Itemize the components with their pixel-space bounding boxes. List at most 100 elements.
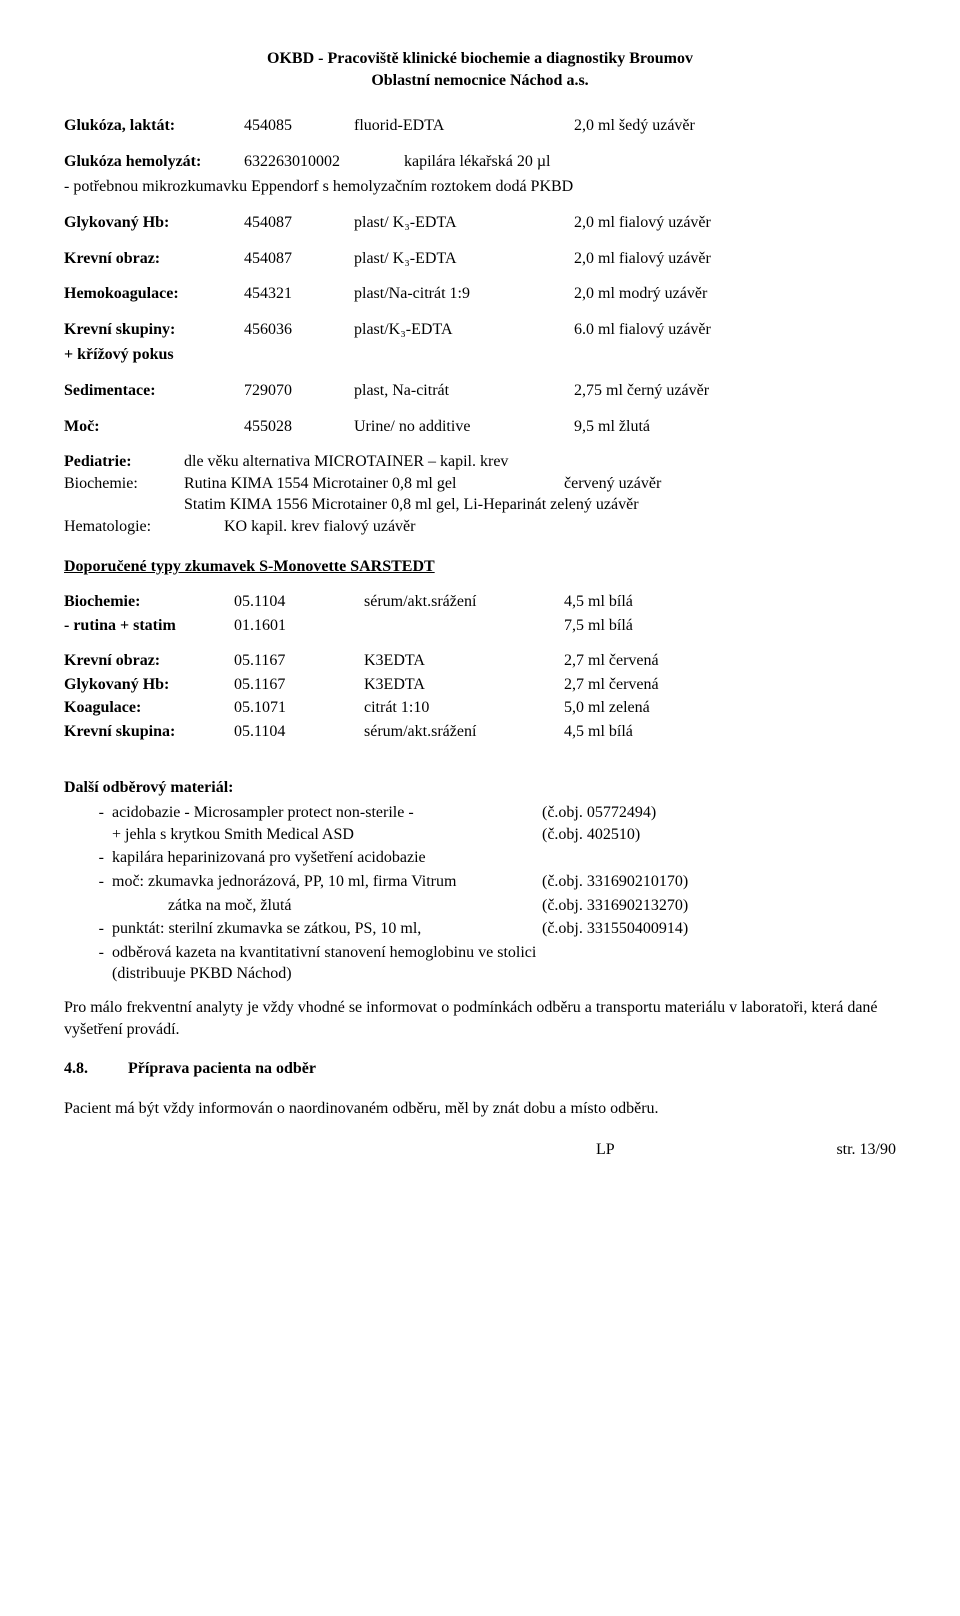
volume: 9,5 ml žlutá (574, 416, 896, 438)
code: 455028 (244, 416, 354, 438)
item-text: punktát: sterilní zkumavka se zátkou, PS… (112, 918, 542, 940)
material: sérum/akt.srážení (364, 721, 564, 743)
item-code: (č.obj. 331550400914) (542, 918, 688, 940)
statim-text: Statim KIMA 1556 Microtainer 0,8 ml gel,… (184, 494, 896, 516)
list-item: odběrová kazeta na kvantitativní stanove… (112, 942, 896, 985)
code: 05.1167 (234, 650, 364, 672)
list-item: moč: zkumavka jednorázová, PP, 10 ml, fi… (112, 871, 896, 893)
section-title: Příprava pacienta na odběr (128, 1060, 316, 1077)
material (364, 615, 564, 637)
row-glukoza-laktat: Glukóza, laktát: 454085 fluorid-EDTA 2,0… (64, 115, 896, 137)
header-line2: Oblastní nemocnice Náchod a.s. (64, 70, 896, 92)
label: Sedimentace: (64, 380, 244, 402)
item-code: (č.obj. 331690210170) (542, 871, 688, 893)
row-hemokoagulace: Hemokoagulace: 454321 plast/Na-citrát 1:… (64, 283, 896, 305)
material-list: acidobazie - Microsampler protect non-st… (64, 802, 896, 985)
paragraph-patient: Pacient má být vždy informován o naordin… (64, 1098, 896, 1120)
list-item: acidobazie - Microsampler protect non-st… (112, 802, 896, 845)
label: Glukóza hemolyzát: (64, 151, 244, 173)
volume: 2,0 ml fialový uzávěr (574, 248, 896, 270)
material: Urine/ no additive (354, 416, 574, 438)
volume: 4,5 ml bílá (564, 721, 896, 743)
code: 05.1167 (234, 674, 364, 696)
code: 456036 (244, 319, 354, 341)
material-title: Další odběrový materiál: (64, 777, 896, 799)
footer-left: LP (596, 1139, 796, 1161)
code: 454321 (244, 283, 354, 305)
item-code: (č.obj. 05772494) (542, 802, 656, 824)
volume: 5,0 ml zelená (564, 697, 896, 719)
paragraph-frequency: Pro málo frekventní analyty je vždy vhod… (64, 997, 896, 1040)
material: citrát 1:10 (364, 697, 564, 719)
volume: 7,5 ml bílá (564, 615, 896, 637)
label: Glukóza, laktát: (64, 115, 244, 137)
footer-page: str. 13/90 (796, 1139, 896, 1161)
item-text: zátka na moč, žlutá (168, 895, 542, 917)
note: - potřebnou mikrozkumavku Eppendorf s he… (64, 176, 896, 198)
volume: 6.0 ml fialový uzávěr (574, 319, 896, 341)
material: kapilára lékařská 20 µl (404, 151, 551, 173)
volume: 2,0 ml modrý uzávěr (574, 283, 896, 305)
section-number: 4.8. (64, 1058, 124, 1080)
hematologie-label: Hematologie: (64, 516, 184, 538)
sarstedt-biochemie: Biochemie: 05.1104 sérum/akt.srážení 4,5… (64, 591, 896, 636)
item-text: odběrová kazeta na kvantitativní stanove… (112, 942, 896, 964)
pediatrie-label: Pediatrie: (64, 451, 184, 473)
label: - rutina + statim (64, 615, 234, 637)
label: Glykovaný Hb: (64, 674, 234, 696)
hematologie-text: KO kapil. krev fialový uzávěr (184, 516, 896, 538)
label: Hemokoagulace: (64, 283, 244, 305)
material: K3EDTA (364, 650, 564, 672)
item-text2: (distribuuje PKBD Náchod) (112, 963, 896, 985)
pediatrie-block: Pediatrie: dle věku alternativa MICROTAI… (64, 451, 896, 537)
material: plast/K₃-EDTA (354, 319, 574, 341)
page-header: OKBD - Pracoviště klinické biochemie a d… (64, 48, 896, 91)
section-title-sarstedt: Doporučené typy zkumavek S-Monovette SAR… (64, 556, 896, 578)
row-sedimentace: Sedimentace: 729070 plast, Na-citrát 2,7… (64, 380, 896, 402)
item-code: (č.obj. 402510) (542, 824, 640, 846)
sarstedt-list: Krevní obraz: 05.1167 K3EDTA 2,7 ml červ… (64, 650, 896, 742)
label: Krevní obraz: (64, 650, 234, 672)
material: plast/ K₃-EDTA (354, 248, 574, 270)
code: 632263010002 (244, 151, 404, 173)
label: Glykovaný Hb: (64, 212, 244, 234)
biochemie-color: červený uzávěr (564, 473, 661, 495)
label: Biochemie: (64, 591, 234, 613)
section-4-8: 4.8. Příprava pacienta na odběr (64, 1058, 896, 1080)
code: 454085 (244, 115, 354, 137)
material: plast, Na-citrát (354, 380, 574, 402)
code: 05.1104 (234, 591, 364, 613)
material: sérum/akt.srážení (364, 591, 564, 613)
pediatrie-text: dle věku alternativa MICROTAINER – kapil… (184, 451, 896, 473)
volume: 2,0 ml fialový uzávěr (574, 212, 896, 234)
row-glykovany-hb: Glykovaný Hb: 454087 plast/ K₃-EDTA 2,0 … (64, 212, 896, 234)
code: 454087 (244, 248, 354, 270)
biochemie-label: Biochemie: (64, 473, 184, 495)
code: 729070 (244, 380, 354, 402)
material: plast/ K₃-EDTA (354, 212, 574, 234)
list-item: punktát: sterilní zkumavka se zátkou, PS… (112, 918, 896, 940)
volume: 2,7 ml červená (564, 674, 896, 696)
row-krevni-obraz: Krevní obraz: 454087 plast/ K₃-EDTA 2,0 … (64, 248, 896, 270)
material: plast/Na-citrát 1:9 (354, 283, 574, 305)
label: Krevní obraz: (64, 248, 244, 270)
code: 05.1071 (234, 697, 364, 719)
label-extra: + křížový pokus (64, 344, 896, 366)
volume: 2,75 ml černý uzávěr (574, 380, 896, 402)
volume: 2,7 ml červená (564, 650, 896, 672)
list-item: kapilára heparinizovaná pro vyšetření ac… (112, 847, 896, 869)
volume: 2,0 ml šedý uzávěr (574, 115, 896, 137)
material: fluorid-EDTA (354, 115, 574, 137)
header-line1: OKBD - Pracoviště klinické biochemie a d… (64, 48, 896, 70)
list-item-sub: zátka na moč, žlutá (č.obj. 331690213270… (168, 895, 896, 917)
biochemie-text: Rutina KIMA 1554 Microtainer 0,8 ml gel (184, 473, 564, 495)
volume: 4,5 ml bílá (564, 591, 896, 613)
item-text: acidobazie - Microsampler protect non-st… (112, 802, 542, 824)
code: 454087 (244, 212, 354, 234)
row-moc: Moč: 455028 Urine/ no additive 9,5 ml žl… (64, 416, 896, 438)
code: 01.1601 (234, 615, 364, 637)
item-text: moč: zkumavka jednorázová, PP, 10 ml, fi… (112, 871, 542, 893)
material: K3EDTA (364, 674, 564, 696)
row-krevni-skupiny: Krevní skupiny: 456036 plast/K₃-EDTA 6.0… (64, 319, 896, 366)
label: Krevní skupiny: (64, 319, 244, 341)
